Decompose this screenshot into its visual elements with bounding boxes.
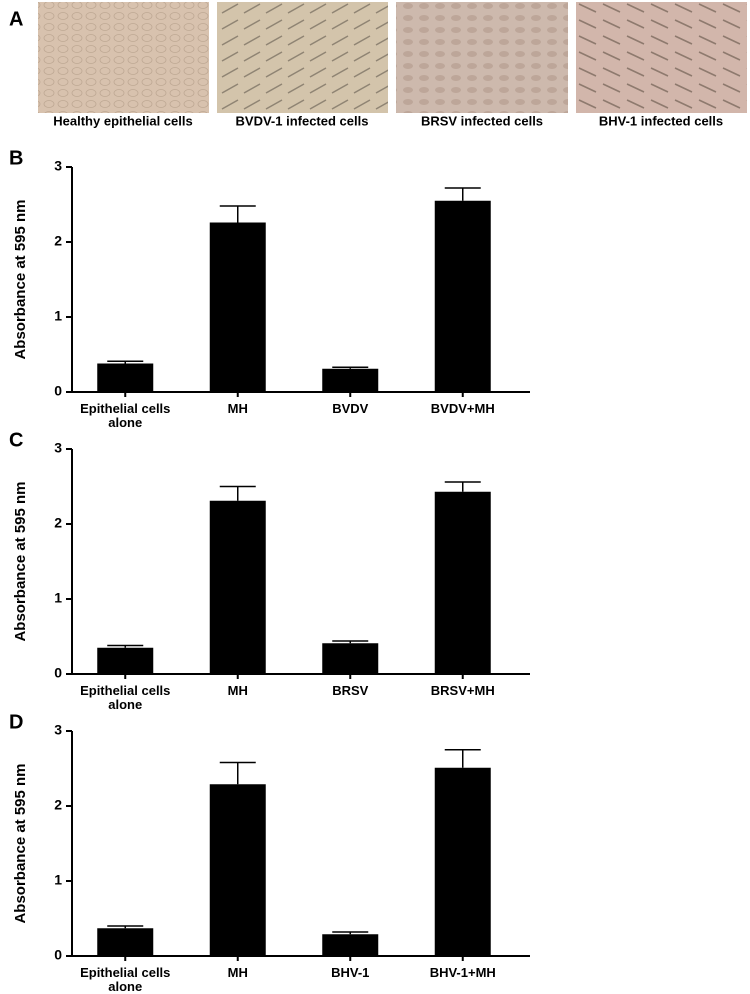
x-tick-label: MH bbox=[227, 684, 248, 698]
x-tick-label-box: Epithelial cells alone bbox=[80, 684, 171, 712]
error-bar bbox=[444, 187, 481, 201]
y-tick-label: 1 bbox=[54, 308, 62, 324]
y-tick-label: 2 bbox=[54, 797, 62, 813]
image-caption: BRSV infected cells bbox=[421, 113, 543, 128]
bar bbox=[209, 500, 266, 674]
y-axis-label: Absorbance at 595 nm bbox=[12, 199, 29, 359]
x-tick-label: BRSV+MH bbox=[430, 684, 495, 698]
x-tick-label: BVDV+MH bbox=[430, 402, 495, 416]
image-caption: BHV-1 infected cells bbox=[599, 113, 723, 128]
bar bbox=[322, 934, 379, 956]
bar bbox=[434, 491, 491, 674]
x-tick-label: Epithelial cells alone bbox=[80, 402, 171, 430]
y-axis-label: Absorbance at 595 nm bbox=[12, 481, 29, 641]
x-tick-label-box: BHV-1 bbox=[331, 966, 370, 980]
x-tick-label-box: Epithelial cells alone bbox=[80, 402, 171, 430]
micrograph bbox=[217, 2, 388, 113]
y-tick-label: 1 bbox=[54, 872, 62, 888]
micrograph bbox=[576, 2, 747, 113]
error-bar bbox=[444, 481, 481, 492]
bar bbox=[97, 363, 154, 392]
bar bbox=[97, 647, 154, 674]
bar bbox=[209, 222, 266, 392]
y-tick-label: 3 bbox=[54, 722, 62, 738]
x-tick-label-box: MH bbox=[227, 966, 248, 980]
y-tick-label: 3 bbox=[54, 440, 62, 456]
y-tick-label: 2 bbox=[54, 515, 62, 531]
x-tick-label-box: Epithelial cells alone bbox=[80, 966, 171, 994]
error-bar bbox=[107, 360, 144, 364]
x-tick-label: MH bbox=[227, 402, 248, 416]
x-tick-label: MH bbox=[227, 966, 248, 980]
y-tick-label: 0 bbox=[54, 665, 62, 681]
bar bbox=[209, 784, 266, 956]
y-tick-label: 1 bbox=[54, 590, 62, 606]
y-tick-label: 0 bbox=[54, 947, 62, 963]
y-tick-label: 0 bbox=[54, 383, 62, 399]
image-caption: BVDV-1 infected cells bbox=[236, 113, 369, 128]
y-axis-label: Absorbance at 595 nm bbox=[12, 763, 29, 923]
error-bar bbox=[107, 644, 144, 648]
error-bar bbox=[332, 640, 369, 644]
bar bbox=[322, 368, 379, 392]
x-tick-label-box: BVDV bbox=[332, 402, 369, 416]
panel-label: D bbox=[9, 711, 23, 733]
x-tick-label: Epithelial cells alone bbox=[80, 684, 171, 712]
bar bbox=[97, 928, 154, 956]
error-bar bbox=[332, 931, 369, 935]
x-tick-label-box: BRSV+MH bbox=[430, 684, 495, 698]
error-bar bbox=[107, 925, 144, 929]
x-tick-label-box: MH bbox=[227, 402, 248, 416]
x-tick-label: BHV-1 bbox=[331, 966, 370, 980]
panel-label: B bbox=[9, 147, 23, 169]
x-tick-label: BHV-1+MH bbox=[429, 966, 496, 980]
micrograph bbox=[38, 2, 209, 113]
y-tick-label: 2 bbox=[54, 233, 62, 249]
error-bar bbox=[219, 205, 256, 223]
error-bar bbox=[444, 749, 481, 768]
panel-label: A bbox=[9, 8, 23, 30]
bar bbox=[434, 767, 491, 956]
x-tick-label-box: MH bbox=[227, 684, 248, 698]
x-tick-label-box: BRSV bbox=[332, 684, 369, 698]
micrograph bbox=[396, 2, 568, 113]
x-tick-label-box: BVDV+MH bbox=[430, 402, 495, 416]
panel-label: C bbox=[9, 429, 23, 451]
bar bbox=[434, 200, 491, 392]
x-tick-label: Epithelial cells alone bbox=[80, 966, 171, 994]
image-caption: Healthy epithelial cells bbox=[53, 113, 192, 128]
y-tick-label: 3 bbox=[54, 158, 62, 174]
error-bar bbox=[219, 761, 256, 785]
x-tick-label: BVDV bbox=[332, 402, 369, 416]
x-tick-label-box: BHV-1+MH bbox=[429, 966, 496, 980]
bar bbox=[322, 643, 379, 674]
error-bar bbox=[219, 485, 256, 501]
error-bar bbox=[332, 366, 369, 369]
x-tick-label: BRSV bbox=[332, 684, 369, 698]
